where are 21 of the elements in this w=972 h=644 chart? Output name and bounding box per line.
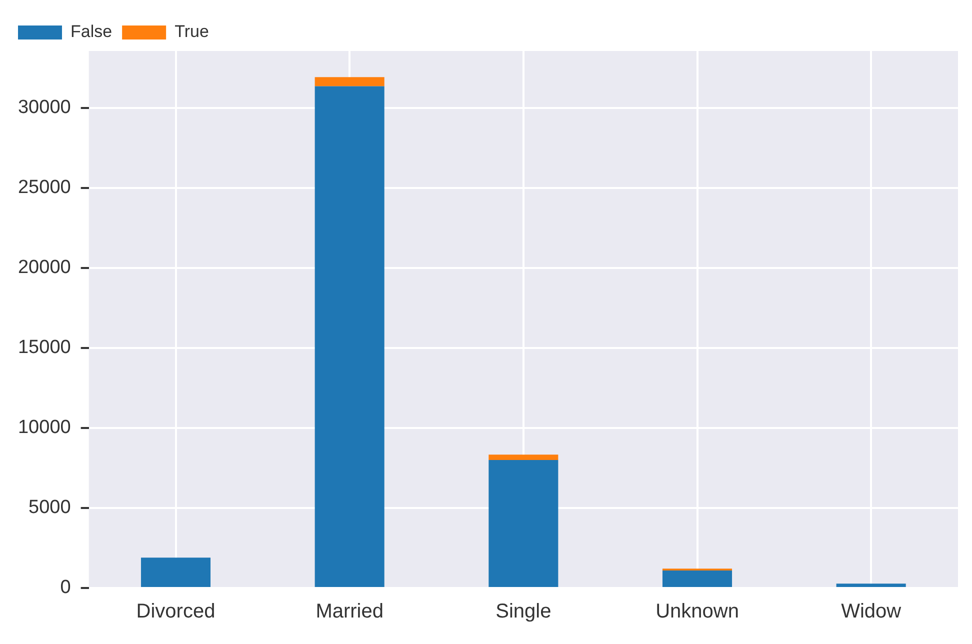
y-tick-label: 25000 <box>18 177 71 198</box>
bar <box>314 86 384 587</box>
bar <box>488 460 558 587</box>
y-tick-label: 20000 <box>18 257 71 278</box>
x-tick-label: Divorced <box>136 600 216 623</box>
legend-label: False <box>70 22 112 42</box>
y-tick-label: 15000 <box>18 337 71 358</box>
legend-label: True <box>174 22 209 42</box>
bar <box>314 77 384 86</box>
x-tick-label: Married <box>316 600 384 623</box>
bar <box>662 570 732 587</box>
bar <box>488 454 558 460</box>
y-tick-label: 10000 <box>18 417 71 438</box>
x-tick-label: Widow <box>841 600 902 623</box>
x-tick-label: Single <box>496 600 552 623</box>
bar <box>836 584 906 587</box>
y-tick-label: 5000 <box>28 497 71 518</box>
bar <box>140 558 211 587</box>
x-tick-label: Unknown <box>656 600 739 623</box>
y-tick-label: 0 <box>60 577 71 598</box>
y-tick-label: 30000 <box>18 97 71 118</box>
